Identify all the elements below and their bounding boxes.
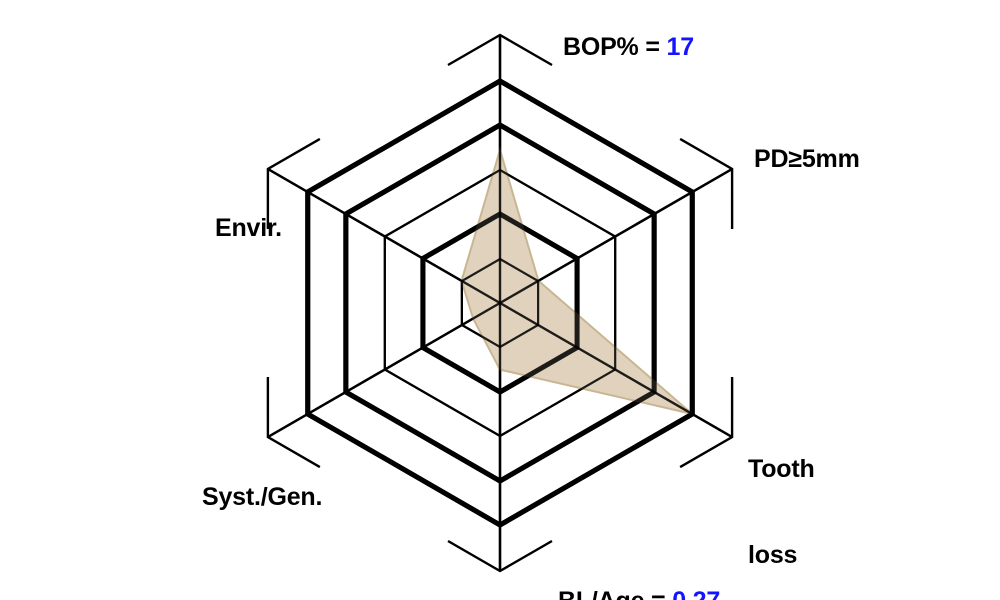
axis-label-tooth-loss-line2: loss <box>748 540 798 569</box>
axis-label-bop: BOP% = 17 <box>536 5 694 89</box>
axis-label-pd: PD≥5mm <box>727 117 860 201</box>
axis-label-envir: Envir. <box>188 186 282 270</box>
axis-label-envir-name: Envir. <box>214 214 282 242</box>
radar-grid-overlay <box>267 35 733 571</box>
axis-label-syst-gen-name: Syst./Gen. <box>201 483 323 511</box>
axis-label-pd-name: PD≥5mm <box>753 145 860 173</box>
axis-label-bop-name: BOP% = <box>562 33 667 61</box>
axis-label-tooth-loss-line1: Tooth <box>748 455 815 483</box>
radar-axis-caps <box>266 33 734 573</box>
axis-value-bl-age: 0.27 <box>672 587 720 600</box>
axis-label-bl-age: BL/Age = 0.27 <box>531 559 720 600</box>
axis-label-tooth-loss: Tooth loss <box>748 398 815 600</box>
axis-label-bl-age-name: BL/Age = <box>558 587 672 600</box>
axis-label-syst-gen: Syst./Gen. <box>175 455 322 539</box>
axis-value-bop: 17 <box>666 33 694 61</box>
